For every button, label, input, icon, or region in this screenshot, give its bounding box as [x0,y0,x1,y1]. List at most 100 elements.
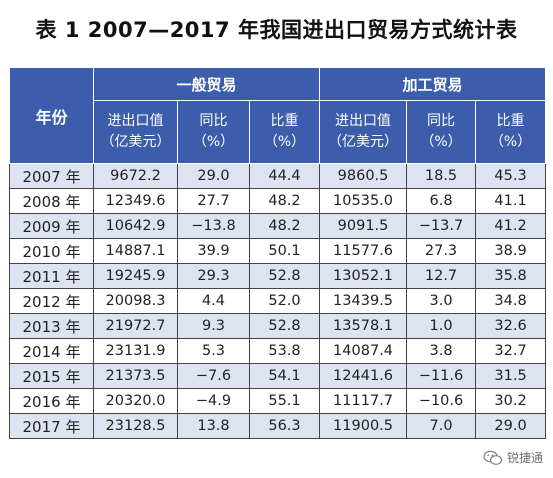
general-value-header: 进出口值 （亿美元） [93,100,178,164]
header-label: 进出口值 [107,113,164,129]
processing-trade-header: 加工贸易 [319,67,547,101]
header-label: 同比 [427,113,456,129]
general-trade-header: 一般贸易 [92,67,321,101]
table-row: 2011 年 19245.9 29.3 52.8 13052.1 12.7 35… [9,263,547,289]
general-share-cell: 52.8 [248,263,321,289]
year-cell: 2017 年 [9,413,94,439]
processing-share-cell: 31.5 [475,363,547,389]
header-unit: （%） [489,134,532,150]
general-value-cell: 20320.0 [93,388,178,414]
processing-yoy-cell: −10.6 [406,388,477,414]
processing-yoy-cell: 1.0 [406,313,477,339]
year-cell: 2007 年 [9,163,94,189]
header-unit: （亿美元） [100,134,171,150]
processing-value-cell: 11577.6 [319,238,408,264]
processing-share-cell: 32.7 [475,338,547,364]
general-share-cell: 53.8 [248,338,321,364]
general-share-cell: 48.2 [248,188,321,214]
header-label: 同比 [199,113,228,129]
general-yoy-cell: 9.3 [177,313,250,339]
general-share-cell: 52.0 [248,288,321,314]
general-yoy-cell: 27.7 [177,188,250,214]
general-value-cell: 20098.3 [93,288,178,314]
general-yoy-cell: 5.3 [177,338,250,364]
processing-share-cell: 45.3 [475,163,547,189]
year-cell: 2011 年 [9,263,94,289]
general-share-cell: 48.2 [248,213,321,239]
general-share-cell: 52.8 [248,313,321,339]
processing-value-cell: 13439.5 [319,288,408,314]
general-share-cell: 50.1 [248,238,321,264]
general-value-cell: 9672.2 [93,163,178,189]
table-row: 2013 年 21972.7 9.3 52.8 13578.1 1.0 32.6 [9,313,547,339]
header-unit: （%） [192,134,235,150]
general-share-cell: 55.1 [248,388,321,414]
year-cell: 2015 年 [9,363,94,389]
processing-value-cell: 13578.1 [319,313,408,339]
table-header: 年份 一般贸易 加工贸易 进出口值 （亿美元） 同比 （%） 比重 （%） 进出… [9,67,547,164]
header-label: 比重 [270,113,299,129]
processing-share-cell: 32.6 [475,313,547,339]
processing-yoy-cell: 18.5 [406,163,477,189]
header-unit: （%） [420,134,462,150]
processing-yoy-cell: 7.0 [406,413,477,439]
general-value-cell: 14887.1 [93,238,178,264]
general-share-header: 比重 （%） [248,100,321,164]
table-row: 2010 年 14887.1 39.9 50.1 11577.6 27.3 38… [9,238,547,264]
processing-value-cell: 12441.6 [319,363,408,389]
processing-yoy-cell: −11.6 [406,363,477,389]
header-label: 进出口值 [335,113,392,129]
processing-value-cell: 10535.0 [319,188,408,214]
general-yoy-cell: 13.8 [177,413,250,439]
processing-share-cell: 38.9 [475,238,547,264]
header-unit: （亿美元） [328,134,399,150]
processing-share-header: 比重 （%） [475,100,547,164]
processing-share-cell: 41.1 [475,188,547,214]
processing-value-cell: 14087.4 [319,338,408,364]
header-label: 比重 [496,113,525,129]
header-sub-row: 进出口值 （亿美元） 同比 （%） 比重 （%） 进出口值 （亿美元） 同比 （… [10,100,547,164]
year-column-header: 年份 [9,67,94,164]
processing-yoy-cell: 6.8 [406,188,477,214]
processing-value-cell: 9091.5 [319,213,408,239]
year-cell: 2014 年 [9,338,94,364]
general-value-cell: 21972.7 [93,313,178,339]
year-cell: 2009 年 [9,213,94,239]
processing-share-cell: 29.0 [475,413,547,439]
table-row: 2017 年 23128.5 13.8 56.3 11900.5 7.0 29.… [9,413,547,439]
year-cell: 2012 年 [9,288,94,314]
processing-value-cell: 13052.1 [319,263,408,289]
general-yoy-cell: −7.6 [177,363,250,389]
general-value-cell: 23131.9 [93,338,178,364]
general-yoy-cell: 29.0 [177,163,250,189]
processing-yoy-cell: 12.7 [406,263,477,289]
general-value-cell: 21373.5 [93,363,178,389]
processing-value-cell: 9860.5 [319,163,408,189]
table-row: 2009 年 10642.9 −13.8 48.2 9091.5 −13.7 4… [9,213,547,239]
table-body: 2007 年 9672.2 29.0 44.4 9860.5 18.5 45.3… [9,163,547,439]
processing-share-cell: 41.2 [475,213,547,239]
general-yoy-cell: 39.9 [177,238,250,264]
header-group-row: 年份 一般贸易 加工贸易 [9,67,547,164]
general-value-cell: 19245.9 [93,263,178,289]
table-row: 2015 年 21373.5 −7.6 54.1 12441.6 −11.6 3… [9,363,547,389]
general-value-cell: 12349.6 [93,188,178,214]
processing-value-cell: 11117.7 [319,388,408,414]
processing-value-header: 进出口值 （亿美元） [319,100,408,164]
trade-stats-table: 年份 一般贸易 加工贸易 进出口值 （亿美元） 同比 （%） 比重 （%） 进出… [9,67,547,439]
general-value-cell: 23128.5 [93,413,178,439]
table-row: 2008 年 12349.6 27.7 48.2 10535.0 6.8 41.… [9,188,547,214]
year-cell: 2010 年 [9,238,94,264]
processing-share-cell: 30.2 [475,388,547,414]
processing-yoy-cell: 27.3 [406,238,477,264]
general-yoy-cell: 4.4 [177,288,250,314]
table-row: 2007 年 9672.2 29.0 44.4 9860.5 18.5 45.3 [9,163,547,189]
processing-yoy-cell: −13.7 [406,213,477,239]
processing-yoy-header: 同比 （%） [406,100,477,164]
watermark-text: 锐捷通 [506,451,543,465]
wechat-icon [483,450,503,465]
general-share-cell: 54.1 [248,363,321,389]
general-share-cell: 44.4 [248,163,321,189]
general-yoy-cell: −13.8 [177,213,250,239]
general-value-cell: 10642.9 [93,213,178,239]
